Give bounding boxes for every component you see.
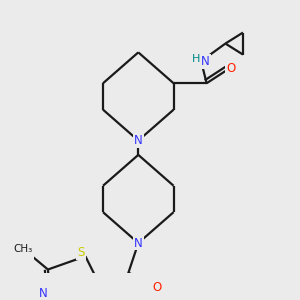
Text: N: N xyxy=(134,134,143,147)
Text: N: N xyxy=(134,236,143,250)
Text: CH₃: CH₃ xyxy=(13,244,32,254)
Text: O: O xyxy=(226,62,236,75)
Text: N: N xyxy=(39,287,48,300)
Text: O: O xyxy=(152,280,162,294)
Text: N: N xyxy=(201,55,210,68)
Text: S: S xyxy=(77,247,85,260)
Text: H: H xyxy=(191,54,200,64)
